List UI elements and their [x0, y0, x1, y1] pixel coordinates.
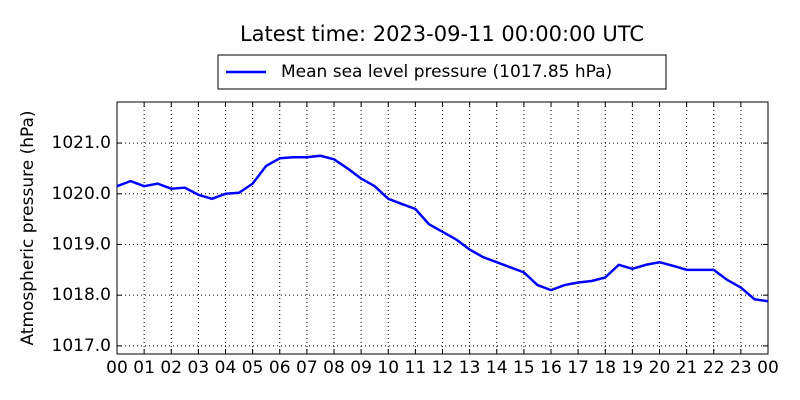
x-tick-label: 03 [188, 358, 210, 378]
x-tick-label: 04 [215, 358, 237, 378]
x-tick-label: 13 [459, 358, 481, 378]
x-tick-label: 00 [757, 358, 779, 378]
x-tick-label: 02 [160, 358, 182, 378]
x-tick-label: 07 [296, 358, 318, 378]
x-tick-label: 22 [703, 358, 725, 378]
x-tick-label: 10 [377, 358, 399, 378]
x-tick-label: 05 [242, 358, 264, 378]
x-tick-label: 11 [405, 358, 427, 378]
x-tick-label: 14 [486, 358, 508, 378]
x-tick-label: 21 [676, 358, 698, 378]
y-tick-label: 1021.0 [52, 133, 111, 153]
x-tick-label: 01 [133, 358, 155, 378]
x-tick-label: 20 [649, 358, 671, 378]
legend-label: Mean sea level pressure (1017.85 hPa) [281, 62, 612, 82]
x-tick-label: 06 [269, 358, 291, 378]
x-tick-label: 09 [350, 358, 372, 378]
x-tick-label: 18 [594, 358, 616, 378]
x-tick-label: 00 [106, 358, 128, 378]
y-tick-label: 1018.0 [52, 285, 111, 305]
x-tick-label: 23 [730, 358, 752, 378]
x-tick-label: 16 [540, 358, 562, 378]
legend-box [217, 54, 667, 90]
y-axis-label: Atmospheric pressure (hPa) [18, 110, 38, 345]
chart-title: Latest time: 2023-09-11 00:00:00 UTC [240, 22, 644, 46]
y-tick-label: 1019.0 [52, 234, 111, 254]
x-tick-label: 15 [513, 358, 535, 378]
y-tick-label: 1017.0 [52, 336, 111, 356]
data-line [116, 154, 769, 303]
x-tick-label: 19 [622, 358, 644, 378]
x-tick-label: 12 [432, 358, 454, 378]
y-tick-label: 1020.0 [52, 184, 111, 204]
plot-frame [116, 101, 769, 355]
x-tick-label: 17 [567, 358, 589, 378]
x-tick-label: 08 [323, 358, 345, 378]
